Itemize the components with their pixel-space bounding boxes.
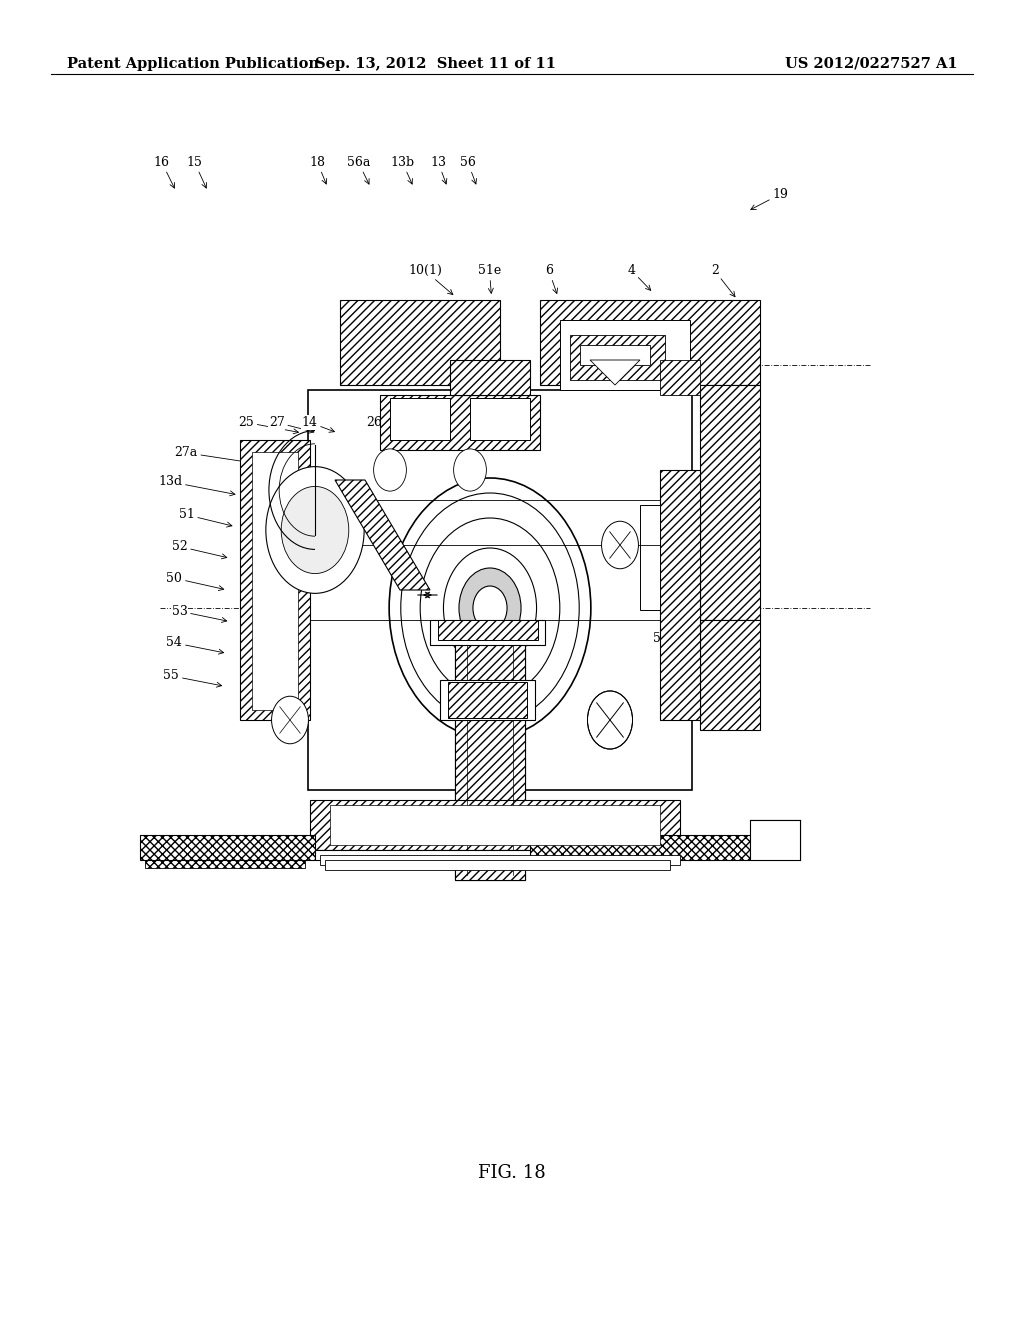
Text: 56b: 56b bbox=[653, 595, 681, 614]
Text: Sep. 13, 2012  Sheet 11 of 11: Sep. 13, 2012 Sheet 11 of 11 bbox=[314, 57, 556, 71]
Text: 13: 13 bbox=[430, 156, 446, 183]
Bar bbox=[308, 389, 692, 789]
Text: 15: 15 bbox=[186, 156, 207, 187]
Bar bbox=[315, 850, 530, 861]
Text: 50: 50 bbox=[166, 572, 223, 590]
Text: 13b: 13b bbox=[390, 156, 415, 183]
Text: 2: 2 bbox=[711, 264, 735, 297]
Circle shape bbox=[389, 478, 591, 738]
Bar bbox=[310, 800, 680, 850]
Bar bbox=[240, 440, 310, 719]
Bar bbox=[449, 682, 527, 718]
Text: 56: 56 bbox=[460, 156, 476, 183]
Bar bbox=[380, 395, 540, 450]
Bar bbox=[750, 820, 800, 861]
Text: 25: 25 bbox=[239, 416, 298, 434]
Circle shape bbox=[266, 467, 365, 594]
Circle shape bbox=[459, 568, 521, 648]
Bar bbox=[340, 300, 500, 385]
Bar bbox=[252, 451, 298, 710]
Circle shape bbox=[420, 517, 560, 698]
Bar bbox=[530, 836, 750, 861]
Bar bbox=[455, 640, 525, 880]
Circle shape bbox=[400, 492, 580, 723]
Bar bbox=[430, 620, 545, 645]
Bar bbox=[580, 345, 650, 366]
Bar bbox=[390, 399, 450, 440]
Text: 13d: 13d bbox=[158, 475, 234, 496]
Bar bbox=[319, 855, 680, 865]
Text: 51d: 51d bbox=[653, 632, 681, 651]
Text: 55: 55 bbox=[164, 669, 221, 688]
Bar bbox=[700, 385, 760, 620]
Text: 56a: 56a bbox=[347, 156, 370, 183]
Circle shape bbox=[601, 521, 638, 569]
Bar bbox=[660, 360, 700, 395]
Text: 54: 54 bbox=[166, 636, 223, 655]
Bar bbox=[700, 620, 760, 730]
Bar bbox=[450, 360, 530, 395]
Bar bbox=[455, 640, 525, 880]
Text: 27: 27 bbox=[269, 416, 313, 433]
Bar bbox=[438, 620, 538, 640]
Bar bbox=[440, 680, 535, 719]
Polygon shape bbox=[335, 480, 430, 590]
Text: 4: 4 bbox=[628, 264, 650, 290]
Circle shape bbox=[588, 690, 633, 748]
Circle shape bbox=[443, 548, 537, 668]
Bar bbox=[145, 845, 305, 869]
Text: FIG. 18: FIG. 18 bbox=[478, 1164, 546, 1183]
Text: 13d: 13d bbox=[653, 521, 681, 540]
Text: 14: 14 bbox=[301, 416, 335, 432]
Text: 6: 6 bbox=[545, 264, 557, 293]
Circle shape bbox=[374, 449, 407, 491]
Text: 19: 19 bbox=[751, 187, 788, 210]
Bar bbox=[330, 805, 660, 845]
Bar bbox=[470, 399, 530, 440]
Text: Patent Application Publication: Patent Application Publication bbox=[67, 57, 318, 71]
Bar bbox=[140, 836, 315, 861]
Circle shape bbox=[454, 449, 486, 491]
Bar bbox=[660, 470, 700, 719]
Text: 51: 51 bbox=[178, 508, 231, 527]
Text: 51e: 51e bbox=[478, 264, 501, 293]
Circle shape bbox=[271, 696, 308, 743]
Bar bbox=[325, 861, 670, 870]
Text: US 2012/0227527 A1: US 2012/0227527 A1 bbox=[784, 57, 957, 71]
Bar bbox=[560, 319, 690, 389]
Text: 16: 16 bbox=[154, 156, 174, 187]
Text: 54a: 54a bbox=[653, 558, 681, 577]
Bar bbox=[640, 506, 660, 610]
Bar bbox=[570, 335, 665, 380]
Circle shape bbox=[473, 586, 507, 630]
Text: 18: 18 bbox=[309, 156, 327, 183]
Text: 27a: 27a bbox=[174, 446, 260, 466]
Bar bbox=[540, 300, 760, 385]
Text: 26: 26 bbox=[366, 416, 394, 432]
Text: 53: 53 bbox=[171, 605, 226, 623]
Text: 10(1): 10(1) bbox=[408, 264, 453, 294]
Circle shape bbox=[282, 487, 349, 574]
Text: 52: 52 bbox=[172, 540, 226, 558]
Polygon shape bbox=[590, 360, 640, 385]
